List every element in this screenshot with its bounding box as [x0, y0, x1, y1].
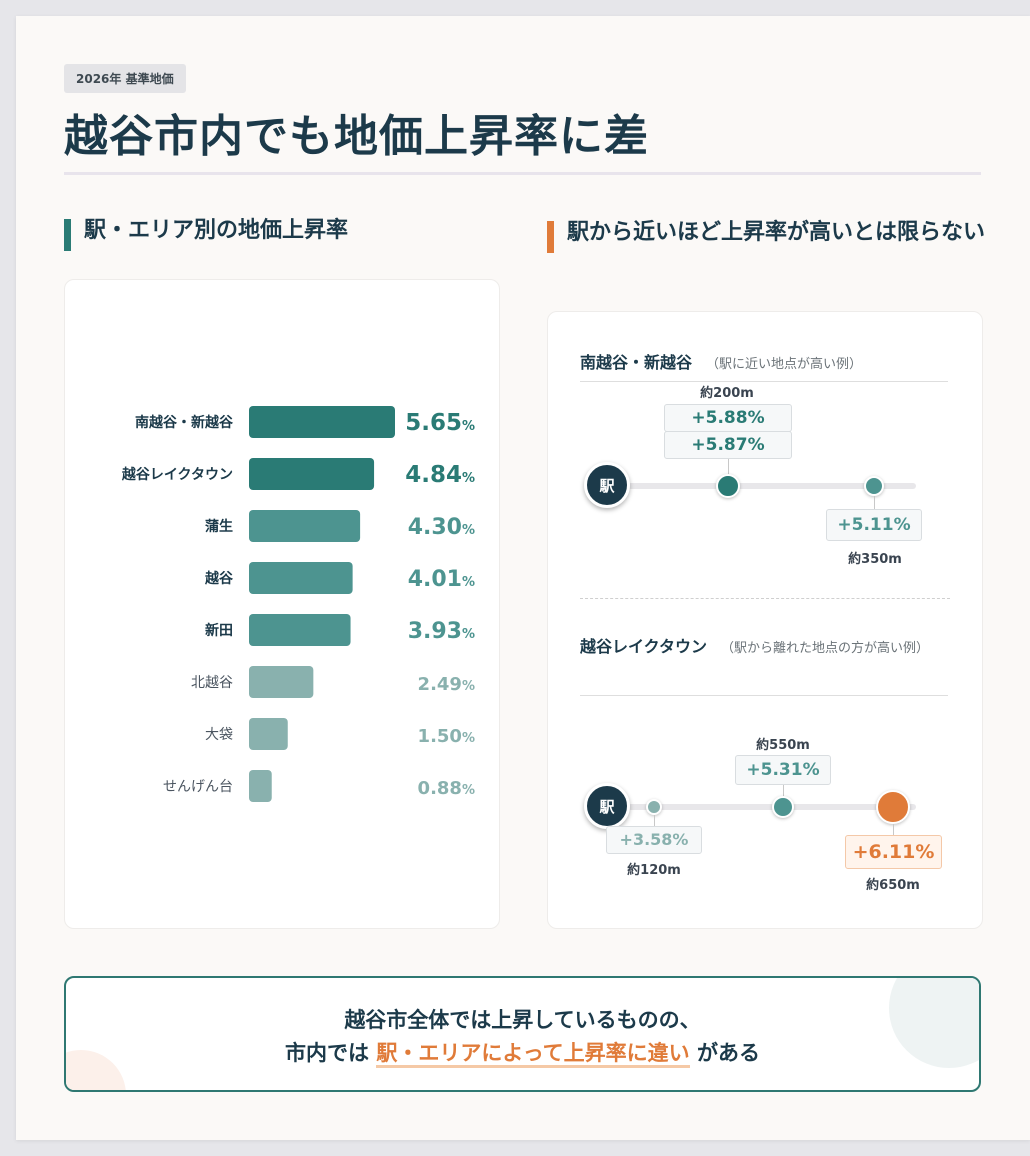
p2-connector: [783, 785, 784, 798]
p1-value-box-b: +5.87%: [664, 431, 792, 459]
bar-value-label: 4.30%: [408, 515, 475, 540]
p1-connector: [874, 496, 875, 510]
p1-value-box-a: +5.88%: [664, 404, 792, 432]
bar-category-label: 越谷レイクタウン: [121, 466, 233, 483]
p2-station-marker: 駅: [584, 783, 630, 829]
p1-value-box-c: +5.11%: [826, 509, 922, 541]
year-badge: 2026年 基準地価: [64, 64, 186, 93]
ranking-bar-chart: 南越谷・新越谷 5.65% 越谷レイクタウン 4.84% 蒲生 4.30% 越谷 4.01% 新…: [121, 406, 475, 802]
heading-accent-bar: [64, 219, 71, 251]
bar: [249, 510, 361, 542]
bar-value-label: 5.65%: [405, 410, 475, 436]
bar: [249, 614, 351, 646]
p1-distance-track: [628, 483, 916, 489]
bar-value-label: 0.88%: [418, 778, 475, 799]
bar-category-label: 越谷: [204, 570, 234, 587]
bar-category-label: 北越谷: [191, 675, 233, 691]
distance-card: 南越谷・新越谷 （駅に近い地点が高い例） 約200m +5.88% +5.87% …: [547, 311, 983, 929]
panel2-title-text: 越谷レイクタウン: [580, 637, 708, 656]
bar: [249, 458, 375, 490]
summary-box: 越谷市全体では上昇しているものの、 市内では 駅・エリアによって上昇率に違い が…: [64, 976, 981, 1092]
heading-accent-bar: [547, 221, 554, 253]
p1-station-marker: 駅: [584, 462, 630, 508]
p2-value-box-120: +3.58%: [606, 826, 702, 854]
p2-distance-650: 約650m: [866, 878, 920, 893]
p1-point-350m: [864, 476, 884, 496]
bar-category-label: せんげん台: [163, 779, 233, 795]
page-title: 越谷市内でも地価上昇率に差: [64, 111, 649, 162]
bar-category-label: 蒲生: [205, 518, 233, 535]
panel2-note: （駅から離れた地点の方が高い例）: [721, 641, 930, 656]
bar: [249, 718, 288, 750]
bar-value-label: 4.84%: [405, 462, 475, 488]
p2-value-box-550: +5.31%: [735, 755, 831, 785]
ranking-card: 南越谷・新越谷 5.65% 越谷レイクタウン 4.84% 蒲生 4.30% 越谷 4.01% 新…: [64, 279, 500, 929]
p1-distance-200: 約200m: [700, 386, 754, 401]
bar-category-label: 大袋: [205, 727, 233, 743]
p2-point-550m: [772, 796, 794, 818]
p1-connector: [728, 459, 729, 476]
bar-category-label: 南越谷・新越谷: [135, 414, 234, 431]
p2-value-box-650: +6.11%: [845, 835, 942, 869]
p2-connector: [893, 824, 894, 836]
p2-point-650m: [876, 790, 910, 824]
p2-connector: [654, 815, 655, 827]
bar-value-label: 1.50%: [418, 726, 475, 747]
left-section-heading: 駅・エリア別の地価上昇率: [64, 215, 484, 251]
bar: [249, 562, 353, 594]
p2-point-120m: [646, 799, 662, 815]
left-heading-text: 駅・エリア別の地価上昇率: [84, 218, 349, 243]
bar: [249, 770, 272, 802]
p1-point-200m: [716, 474, 740, 498]
panel1-title-text: 南越谷・新越谷: [580, 353, 693, 372]
summary-line-1: 越谷市全体では上昇しているものの、: [344, 1008, 701, 1032]
bar: [249, 666, 314, 698]
bar-category-label: 新田: [205, 622, 233, 639]
p1-distance-350: 約350m: [848, 552, 902, 567]
panel1-title: 南越谷・新越谷 （駅に近い地点が高い例）: [580, 349, 862, 373]
p2-distance-120: 約120m: [627, 863, 681, 878]
bar-value-label: 3.93%: [408, 619, 475, 644]
panel-separator: [580, 598, 950, 599]
bar-value-label: 2.49%: [418, 674, 475, 695]
panel2-divider: [580, 695, 948, 696]
summary-text: 越谷市全体では上昇しているものの、 市内では 駅・エリアによって上昇率に違い が…: [66, 1004, 979, 1070]
infographic-page: 2026年 基準地価 越谷市内でも地価上昇率に差 駅・エリア別の地価上昇率 駅か…: [16, 16, 1030, 1140]
summary-line-2: 市内では 駅・エリアによって上昇率に違い がある: [66, 1037, 979, 1070]
panel2-title: 越谷レイクタウン （駅から離れた地点の方が高い例）: [580, 636, 950, 660]
panel1-note: （駅に近い地点が高い例）: [706, 357, 863, 372]
right-heading-text: 駅から近いほど上昇率が高いとは限らない: [567, 220, 986, 245]
summary-line-2-post: がある: [696, 1041, 760, 1065]
title-divider: [64, 172, 981, 175]
summary-line-2-pre: 市内では: [285, 1041, 370, 1065]
panel1-divider: [580, 381, 948, 382]
bar-value-label: 4.01%: [408, 567, 475, 592]
p2-distance-550: 約550m: [756, 738, 810, 753]
bar: [249, 406, 395, 438]
right-section-heading: 駅から近いほど上昇率が高いとは限らない: [547, 217, 987, 253]
summary-highlight: 駅・エリアによって上昇率に違い: [376, 1041, 690, 1068]
